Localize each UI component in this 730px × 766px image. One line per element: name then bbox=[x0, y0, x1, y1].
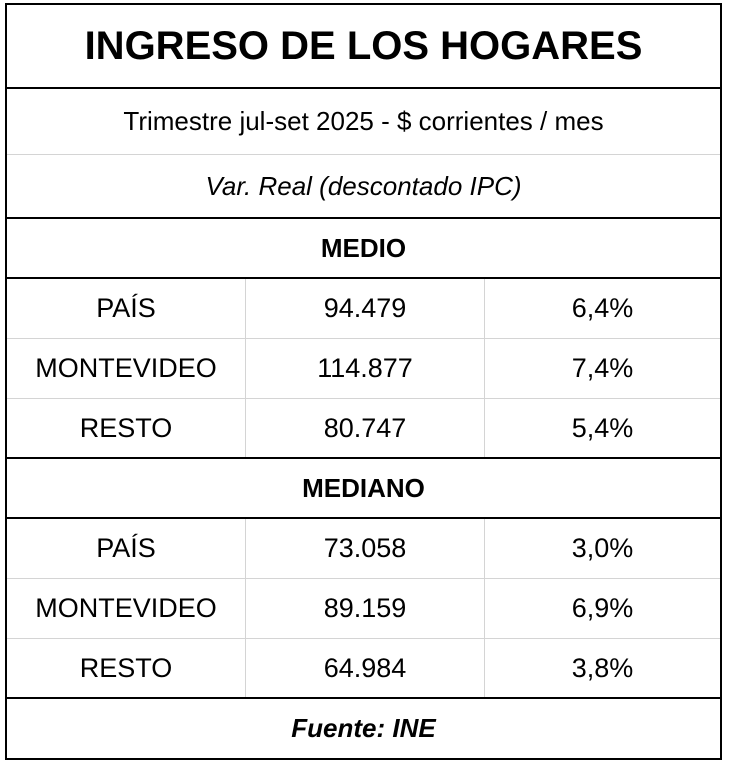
region-cell: PAÍS bbox=[7, 519, 246, 578]
income-table: INGRESO DE LOS HOGARES Trimestre jul-set… bbox=[5, 3, 722, 760]
region-cell: MONTEVIDEO bbox=[7, 579, 246, 638]
section-header-medio: MEDIO bbox=[7, 219, 720, 279]
table-row: PAÍS 73.058 3,0% bbox=[7, 519, 720, 579]
table-title: INGRESO DE LOS HOGARES bbox=[7, 5, 720, 89]
income-value-cell: 94.479 bbox=[246, 279, 485, 338]
income-value-cell: 114.877 bbox=[246, 339, 485, 398]
region-cell: MONTEVIDEO bbox=[7, 339, 246, 398]
variation-cell: 6,9% bbox=[571, 593, 634, 623]
variation-note: Var. Real (descontado IPC) bbox=[7, 155, 720, 219]
variation-cell: 6,4% bbox=[571, 293, 634, 323]
variation-cell: 3,0% bbox=[571, 533, 634, 563]
variation-cell: 3,8% bbox=[571, 652, 634, 683]
region-cell: PAÍS bbox=[7, 279, 246, 338]
variation-cell: 5,4% bbox=[571, 412, 634, 443]
region-cell: RESTO bbox=[7, 639, 246, 697]
section-header-mediano: MEDIANO bbox=[7, 459, 720, 519]
income-value-cell: 73.058 bbox=[246, 519, 485, 578]
variation-cell: 7,4% bbox=[571, 353, 634, 383]
income-value-cell: 80.747 bbox=[246, 399, 485, 457]
table-row: RESTO 80.747 5,4% bbox=[7, 399, 720, 459]
table-row: PAÍS 94.479 6,4% bbox=[7, 279, 720, 339]
source-footer: Fuente: INE bbox=[291, 713, 436, 743]
table-row: MONTEVIDEO 114.877 7,4% bbox=[7, 339, 720, 399]
income-value-cell: 64.984 bbox=[246, 639, 485, 697]
table-row: MONTEVIDEO 89.159 6,9% bbox=[7, 579, 720, 639]
income-value-cell: 89.159 bbox=[246, 579, 485, 638]
table-subtitle: Trimestre jul-set 2025 - $ corrientes / … bbox=[7, 89, 720, 155]
region-cell: RESTO bbox=[7, 399, 246, 457]
table-row: RESTO 64.984 3,8% bbox=[7, 639, 720, 699]
